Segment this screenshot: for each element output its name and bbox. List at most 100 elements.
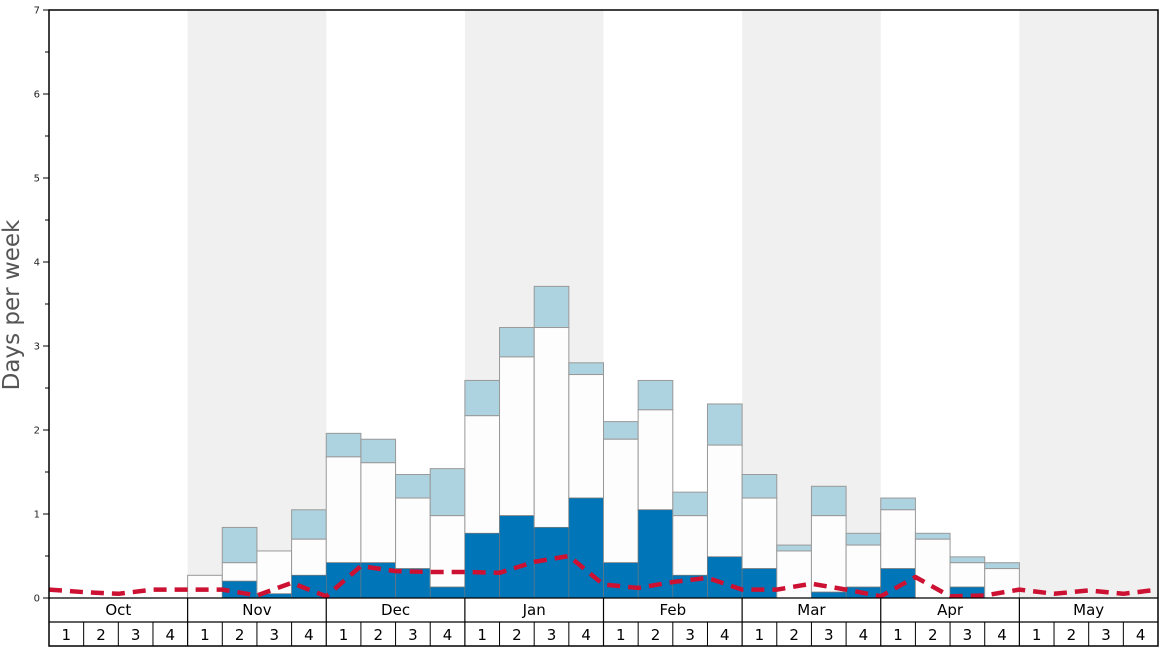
y-tick-label: 2 bbox=[34, 426, 40, 437]
x-axis: Oct Nov Dec Jan Feb Mar Apr May 1 2 3 4 1 2 3 4 1 2 3 4 1 2 3 4… bbox=[62, 601, 1146, 644]
week-label: 3 bbox=[408, 626, 418, 644]
week-label: 3 bbox=[547, 626, 557, 644]
bar-segment-light-blue bbox=[706, 403, 743, 446]
y-axis: 0 1 2 3 4 5 6 7 bbox=[34, 6, 49, 605]
week-label: 3 bbox=[685, 626, 695, 644]
bar-segment-light-blue bbox=[325, 432, 362, 458]
bar-segment-light-blue bbox=[741, 474, 778, 499]
bar-segment-white bbox=[568, 374, 604, 499]
bar-segment-dark-blue bbox=[464, 533, 500, 599]
bar-segment-light-blue bbox=[672, 491, 708, 517]
bar-segment-dark-blue bbox=[603, 562, 639, 599]
bar-segment-light-blue bbox=[984, 562, 1020, 570]
bar-segment-white bbox=[429, 515, 466, 588]
month-label: Dec bbox=[381, 601, 410, 619]
week-label: 1 bbox=[616, 626, 626, 644]
month-label: Oct bbox=[105, 601, 131, 619]
bar-segment-light-blue bbox=[776, 544, 812, 552]
bar-segment-light-blue bbox=[429, 468, 466, 517]
bar-segment-white bbox=[672, 515, 708, 576]
week-label: 1 bbox=[62, 626, 72, 644]
week-label: 3 bbox=[963, 626, 973, 644]
bar-segment-light-blue bbox=[949, 556, 986, 564]
bar-segment-white bbox=[360, 462, 397, 564]
weekly-bars bbox=[187, 285, 1020, 599]
week-label: 1 bbox=[200, 626, 210, 644]
y-tick-label: 1 bbox=[34, 510, 40, 521]
week-label: 1 bbox=[477, 626, 487, 644]
average-line-layer bbox=[48, 553, 1159, 599]
month-label: Apr bbox=[937, 601, 964, 619]
bar-segment-light-blue bbox=[291, 509, 327, 540]
bar-segment-light-blue bbox=[914, 532, 951, 540]
week-label: 4 bbox=[859, 626, 869, 644]
y-tick-label: 3 bbox=[34, 342, 40, 353]
month-band bbox=[187, 10, 327, 598]
bar-segment-dark-blue bbox=[429, 586, 466, 599]
bar-segment-white bbox=[741, 497, 778, 570]
bar-segment-light-blue bbox=[395, 474, 431, 499]
bar-segment-white bbox=[325, 456, 362, 564]
week-label: 2 bbox=[96, 626, 106, 644]
week-label: 4 bbox=[581, 626, 591, 644]
week-label: 2 bbox=[651, 626, 661, 644]
plot-frame bbox=[48, 9, 1159, 647]
week-label: 4 bbox=[166, 626, 176, 644]
y-axis-title: Days per week bbox=[0, 219, 25, 390]
bar-segment-light-blue bbox=[464, 379, 501, 417]
bar-segment-light-blue bbox=[221, 526, 258, 564]
y-tick-label: 0 bbox=[34, 594, 40, 605]
y-tick-label: 6 bbox=[34, 90, 40, 101]
week-label: 1 bbox=[339, 626, 349, 644]
bar-segment-white bbox=[256, 550, 293, 595]
month-label: May bbox=[1073, 601, 1104, 619]
bar-segment-dark-blue bbox=[741, 568, 778, 599]
week-label: 2 bbox=[373, 626, 383, 644]
week-label: 3 bbox=[1101, 626, 1111, 644]
bar-segment-white bbox=[637, 409, 674, 511]
bar-segment-white bbox=[533, 327, 570, 528]
bar-segment-white bbox=[395, 497, 431, 570]
y-tick-label: 4 bbox=[34, 258, 40, 269]
month-label: Feb bbox=[660, 601, 687, 619]
week-label: 4 bbox=[1136, 626, 1146, 644]
bar-segment-light-blue bbox=[810, 485, 847, 517]
y-tick-label: 7 bbox=[34, 6, 40, 17]
week-label: 4 bbox=[997, 626, 1007, 644]
month-band bbox=[1019, 10, 1158, 598]
week-label: 2 bbox=[512, 626, 522, 644]
bar-segment-dark-blue bbox=[499, 515, 535, 599]
month-label: Mar bbox=[797, 601, 826, 619]
week-label: 4 bbox=[304, 626, 314, 644]
week-label: 4 bbox=[443, 626, 453, 644]
bar-segment-white bbox=[221, 562, 258, 582]
y-tick-label: 5 bbox=[34, 174, 40, 185]
bar-segment-white bbox=[603, 438, 639, 564]
week-label: 1 bbox=[893, 626, 903, 644]
month-label: Nov bbox=[242, 601, 271, 619]
bar-segment-light-blue bbox=[568, 362, 604, 376]
bar-segment-white bbox=[499, 356, 535, 517]
week-label: 4 bbox=[720, 626, 730, 644]
week-label: 2 bbox=[235, 626, 245, 644]
bar-segment-white bbox=[187, 574, 223, 599]
week-label: 3 bbox=[269, 626, 279, 644]
week-label: 2 bbox=[928, 626, 938, 644]
bar-segment-white bbox=[291, 538, 327, 576]
week-label: 3 bbox=[131, 626, 141, 644]
bar-segment-light-blue bbox=[845, 532, 882, 546]
bar-segment-light-blue bbox=[360, 438, 397, 464]
week-label: 2 bbox=[789, 626, 799, 644]
week-label: 1 bbox=[755, 626, 765, 644]
bar-segment-white bbox=[845, 544, 882, 588]
bar-segment-light-blue bbox=[499, 327, 535, 358]
bar-segment-light-blue bbox=[637, 379, 674, 411]
bar-segment-dark-blue bbox=[811, 591, 847, 599]
bar-segment-light-blue bbox=[880, 497, 916, 511]
bar-segment-white bbox=[706, 444, 743, 558]
bar-segment-white bbox=[949, 562, 986, 588]
month-label: Jan bbox=[522, 601, 546, 619]
week-label: 1 bbox=[1032, 626, 1042, 644]
bar-segment-white bbox=[810, 515, 847, 593]
